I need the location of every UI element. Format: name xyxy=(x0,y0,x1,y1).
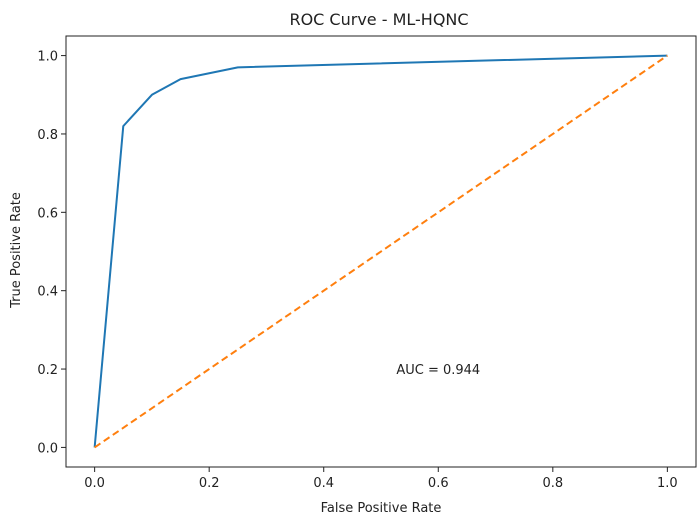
x-tick-label: 0.0 xyxy=(84,476,105,491)
x-tick-label: 1.0 xyxy=(657,476,678,491)
x-tick-label: 0.2 xyxy=(199,476,220,491)
y-tick-label: 0.8 xyxy=(37,128,58,143)
y-tick-label: 0.4 xyxy=(37,285,58,300)
x-tick-label: 0.6 xyxy=(428,476,449,491)
roc-curve-line xyxy=(93,54,668,448)
plot-frame xyxy=(65,35,697,468)
y-axis-title: True Positive Rate xyxy=(9,192,24,309)
y-tick-label: 0.6 xyxy=(37,206,58,221)
y-tick-label: 1.0 xyxy=(37,50,58,65)
x-tick-label: 0.4 xyxy=(313,476,334,491)
chart-title: ROC Curve - ML-HQNC xyxy=(289,10,468,29)
y-tick-label: 0.0 xyxy=(37,441,58,456)
plot-area: 0.0 0.2 0.4 0.6 0.8 1.0 0.0 0.2 0.4 0.6 0.8 1.0 AUC … xyxy=(37,35,697,491)
x-tick-label: 0.8 xyxy=(542,476,563,491)
y-tick-label: 0.2 xyxy=(37,363,58,378)
x-axis-title: False Positive Rate xyxy=(321,501,442,516)
auc-annotation: AUC = 0.944 xyxy=(396,363,480,378)
random-baseline-line xyxy=(94,54,668,449)
